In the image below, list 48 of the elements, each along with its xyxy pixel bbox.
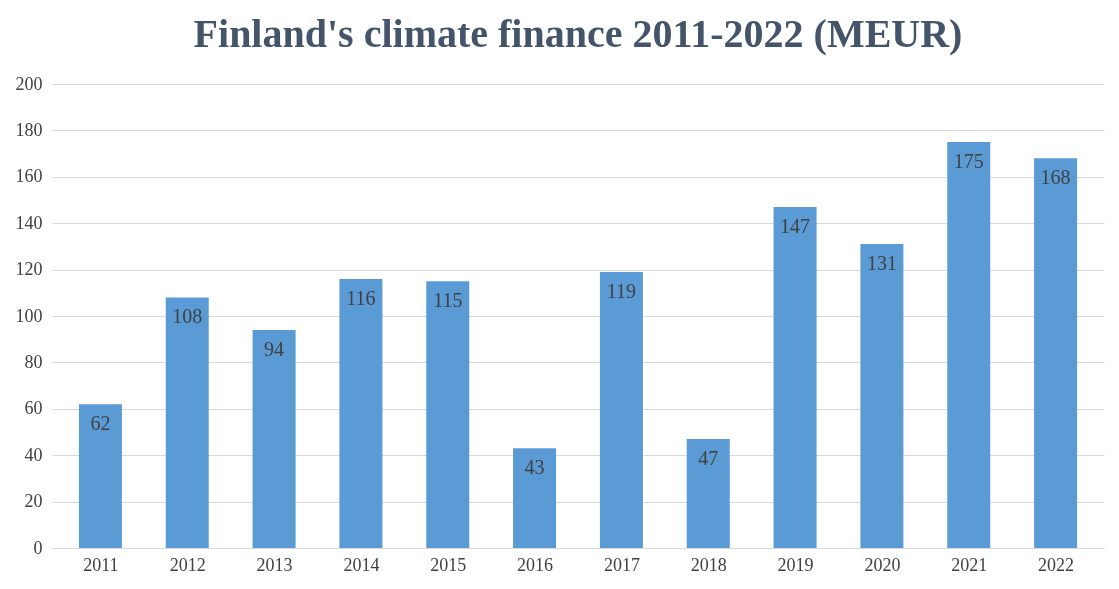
data-label: 62 [90, 412, 111, 435]
bar [165, 297, 209, 548]
bar [78, 404, 122, 548]
bar [860, 244, 904, 548]
x-tick-label: 2011 [83, 554, 119, 575]
x-tick-label: 2012 [169, 554, 206, 575]
y-tick-label: 160 [15, 166, 43, 187]
data-label: 115 [433, 289, 463, 312]
y-tick-label: 100 [15, 305, 43, 326]
data-label: 168 [1040, 166, 1071, 189]
x-tick-label: 2016 [517, 554, 554, 575]
y-tick-label: 0 [33, 537, 43, 558]
x-tick-label: 2014 [343, 554, 380, 575]
y-tick-label: 60 [24, 398, 43, 419]
y-tick-label: 40 [24, 444, 43, 465]
x-tick-label: 2013 [256, 554, 293, 575]
y-tick-label: 80 [24, 351, 43, 372]
data-label: 47 [698, 446, 719, 469]
x-tick-label: 2018 [690, 554, 727, 575]
y-tick-label: 140 [15, 212, 43, 233]
data-label: 119 [606, 279, 637, 302]
x-tick-label: 2020 [864, 554, 901, 575]
bar [513, 448, 557, 548]
bar [599, 271, 643, 548]
data-label: 131 [866, 252, 897, 275]
bar [252, 329, 296, 548]
bar [773, 206, 817, 548]
y-tick-label: 200 [15, 73, 43, 94]
bar [1034, 158, 1078, 548]
data-label: 43 [524, 456, 545, 479]
bar [947, 142, 991, 548]
bar [426, 281, 470, 548]
x-tick-label: 2022 [1038, 554, 1075, 575]
data-label: 116 [346, 286, 376, 309]
data-label: 94 [264, 337, 285, 360]
x-tick-label: 2019 [777, 554, 814, 575]
data-label: 175 [953, 150, 984, 172]
y-tick-label: 180 [15, 119, 43, 140]
data-label: 108 [172, 305, 203, 328]
x-tick-label: 2017 [603, 554, 640, 575]
data-label: 147 [780, 214, 811, 237]
x-tick-label: 2015 [430, 554, 467, 575]
x-tick-label: 2021 [951, 554, 988, 575]
y-tick-label: 20 [24, 491, 43, 512]
chart-title: Finland's climate finance 2011-2022 (MEUR) [193, 11, 963, 56]
bar [686, 438, 730, 548]
y-tick-label: 120 [15, 259, 43, 280]
bar [339, 278, 383, 548]
